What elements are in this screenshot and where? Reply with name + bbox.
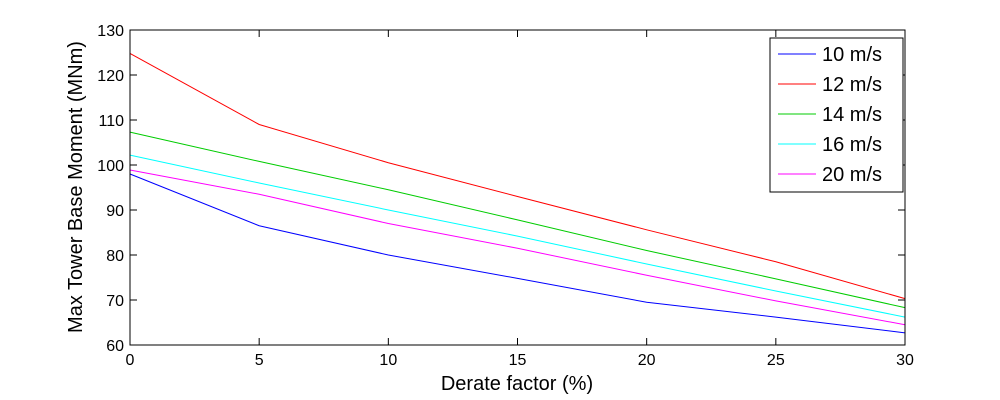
y-tick-label: 60: [106, 338, 124, 355]
series-line-16-m-s: [129, 154, 906, 318]
legend-label-20-m-s: 20 m/s: [822, 164, 882, 186]
x-axis-title: Derate factor (%): [441, 373, 593, 395]
y-tick-label: 100: [97, 158, 124, 175]
x-tick-label: 15: [509, 352, 527, 369]
y-tick-label: 110: [98, 113, 124, 130]
legend-label-10-m-s: 10 m/s: [822, 44, 882, 66]
y-tick-label: 130: [97, 23, 124, 40]
series-line-10-m-s: [129, 173, 906, 334]
series-line-12-m-s: [129, 52, 906, 300]
legend-label-16-m-s: 16 m/s: [822, 134, 882, 156]
series-line-20-m-s: [129, 169, 906, 326]
legend-box: [769, 37, 904, 193]
x-tick-label: 25: [767, 352, 785, 369]
x-tick-label: 5: [255, 352, 264, 369]
legend: 10 m/s 12 m/s 14 m/s 16 m/s 20 m/s: [769, 37, 904, 193]
x-tick-label: 30: [896, 352, 914, 369]
x-tick-label: 20: [638, 352, 656, 369]
series-layer: [129, 52, 906, 334]
y-tick-label: 70: [106, 293, 124, 310]
y-axis: 60 70 80 90 100 110 120 130: [97, 23, 905, 355]
y-tick-label: 80: [106, 248, 124, 265]
legend-label-14-m-s: 14 m/s: [822, 104, 882, 126]
x-tick-label: 10: [379, 352, 397, 369]
legend-label-12-m-s: 12 m/s: [822, 74, 882, 96]
x-tick-label: 0: [126, 352, 135, 369]
x-axis: 0 5 10 15 20 25 30: [126, 30, 914, 369]
y-tick-label: 90: [106, 203, 124, 220]
y-tick-label: 120: [97, 68, 124, 85]
y-axis-title: Max Tower Base Moment (MNm): [65, 41, 87, 333]
series-line-14-m-s: [129, 131, 906, 309]
